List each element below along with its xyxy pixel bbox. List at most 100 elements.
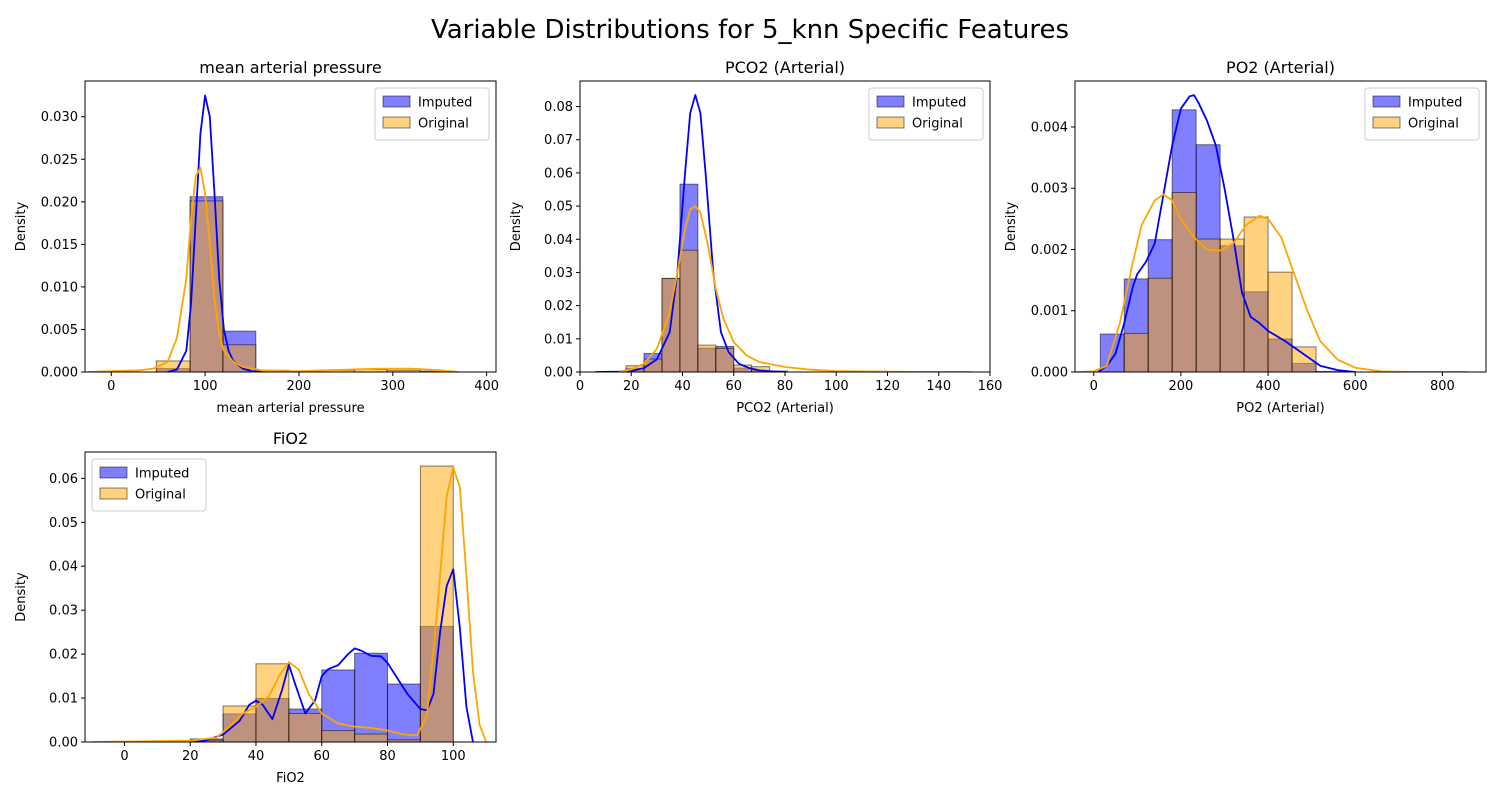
y-tick-label: 0.010: [41, 280, 78, 295]
legend-label: Original: [135, 488, 186, 503]
legend-swatch: [876, 95, 905, 108]
plot-area: [91, 465, 487, 742]
y-tick-label: 0.07: [544, 133, 573, 148]
y-tick-label: 0.005: [41, 323, 78, 338]
chart-title: FiO2: [273, 429, 308, 448]
x-tick-label: 160: [978, 379, 1003, 394]
y-tick-label: 0.03: [544, 266, 573, 281]
histogram-bar: [1219, 238, 1245, 372]
chart-panel-2: 0 200 400 600 800 0.000 0.001 0.002 0.003 0.004 PO…: [1004, 58, 1487, 416]
x-tick-label: 60: [313, 749, 330, 764]
y-tick-label: 0.001: [1031, 304, 1068, 319]
x-tick-label: 20: [182, 749, 199, 764]
x-tick-label: 400: [1256, 379, 1281, 394]
histogram-bar: [715, 347, 735, 372]
y-tick-label: 0.02: [544, 299, 573, 314]
x-tick-label: 100: [193, 379, 218, 394]
y-tick-label: 0.003: [1031, 182, 1068, 197]
x-tick-label: 200: [287, 379, 312, 394]
legend: Imputed Original: [91, 458, 207, 512]
chart-panel-1: 0 20 40 60 80 100 120 140 160 0.00 0.01 0.02 0.03 0.0…: [509, 58, 1002, 416]
x-tick-label: 80: [777, 379, 794, 394]
chart-title: PO2 (Arterial): [1226, 58, 1335, 77]
legend-swatch: [1372, 116, 1401, 129]
legend-swatch: [382, 116, 411, 129]
histogram-bar: [1243, 216, 1269, 372]
legend: Imputed Original: [374, 87, 490, 141]
y-tick-label: 0.04: [544, 233, 573, 248]
y-tick-label: 0.000: [1031, 366, 1068, 381]
x-tick-label: 100: [441, 749, 466, 764]
x-tick-label: 0: [107, 379, 115, 394]
x-axis-label: mean arterial pressure: [216, 401, 364, 416]
histogram-bar: [1267, 271, 1293, 372]
x-tick-label: 200: [1168, 379, 1193, 394]
x-tick-label: 400: [474, 379, 499, 394]
y-tick-label: 0.08: [544, 100, 573, 115]
x-tick-label: 40: [248, 749, 265, 764]
histogram-bar: [697, 344, 717, 372]
kde-line: [190, 568, 474, 742]
y-axis-label: Density: [1004, 201, 1019, 251]
axes-frame: [84, 451, 497, 743]
chart-title: mean arterial pressure: [199, 58, 381, 77]
histogram-bar: [1147, 277, 1173, 372]
legend-label: Imputed: [418, 96, 472, 111]
kde-line: [1076, 193, 1469, 372]
legend-label: Imputed: [1408, 96, 1462, 111]
x-tick-label: 600: [1343, 379, 1368, 394]
axes-frame: [1074, 80, 1487, 373]
x-tick-label: 60: [725, 379, 742, 394]
y-tick-label: 0.05: [544, 200, 573, 215]
figure-title: Variable Distributions for 5_knn Specifi…: [431, 15, 1069, 45]
axes-frame: [84, 80, 497, 373]
y-tick-label: 0.002: [1031, 243, 1068, 258]
plot-area: [595, 94, 973, 372]
x-tick-label: 80: [379, 749, 396, 764]
legend-swatch: [382, 95, 411, 108]
y-tick-label: 0.03: [49, 604, 78, 619]
histogram-bar: [1171, 191, 1197, 372]
histogram-bar: [321, 730, 356, 742]
histogram-bar: [1291, 346, 1317, 372]
kde-line: [91, 466, 487, 742]
subplots: 0 100 200 300 4000.0000.0050.0100.0150.0200.…: [14, 58, 1487, 786]
y-axis-label: Density: [14, 201, 29, 251]
y-tick-label: 0.01: [544, 332, 573, 347]
kde-line: [1097, 94, 1356, 372]
legend-swatch: [876, 116, 905, 129]
y-tick-label: 0.04: [49, 560, 78, 575]
x-axis-label: PO2 (Arterial): [1236, 401, 1325, 416]
x-tick-label: 100: [824, 379, 849, 394]
y-tick-label: 0.00: [49, 736, 78, 751]
kde-line: [618, 205, 973, 372]
x-tick-label: 120: [875, 379, 900, 394]
legend-label: Original: [912, 117, 963, 132]
y-tick-label: 0.05: [49, 516, 78, 531]
x-tick-label: 0: [576, 379, 584, 394]
legend-label: Original: [1408, 117, 1459, 132]
y-tick-label: 0.06: [544, 166, 573, 181]
histogram-bar: [321, 669, 356, 742]
histogram-bar: [1195, 238, 1221, 372]
y-tick-label: 0.020: [41, 195, 78, 210]
y-tick-label: 0.000: [41, 366, 78, 381]
y-tick-label: 0.00: [544, 366, 573, 381]
legend-swatch: [99, 466, 128, 479]
x-tick-label: 300: [380, 379, 405, 394]
legend-label: Imputed: [912, 96, 966, 111]
legend: Imputed Original: [868, 87, 984, 141]
chart-panel-0: 0 100 200 300 400 0.000 0.005 0.010 0.015 0.020 0.…: [14, 58, 499, 416]
x-axis-label: FiO2: [276, 771, 305, 786]
legend-label: Imputed: [135, 467, 189, 482]
histogram-bar: [288, 712, 323, 742]
y-tick-label: 0.06: [49, 472, 78, 487]
chart-panel-3: 0 20 40 60 80 100 0.00 0.01 0.02 0.03 0.04 0.05 0.06…: [14, 429, 497, 786]
y-axis-label: Density: [14, 572, 29, 622]
x-axis-label: PCO2 (Arterial): [736, 401, 834, 416]
histogram-bar: [1123, 332, 1149, 372]
y-tick-label: 0.004: [1031, 120, 1068, 135]
legend-label: Original: [418, 117, 469, 132]
plot-area: [87, 94, 459, 372]
